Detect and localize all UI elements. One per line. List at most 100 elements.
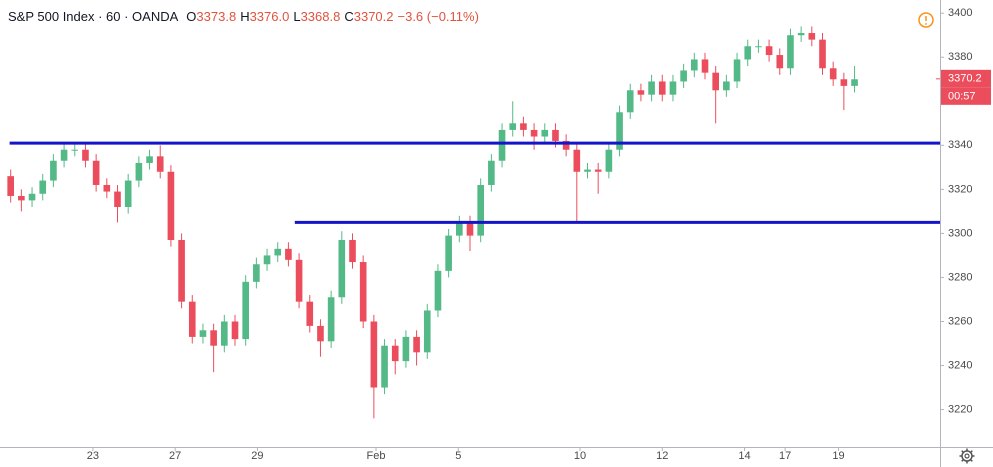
change: −3.6 (−0.11%) bbox=[398, 9, 479, 24]
candle-body bbox=[733, 59, 741, 82]
candle-body bbox=[434, 270, 442, 311]
candle-body bbox=[541, 129, 549, 137]
candle-body bbox=[349, 240, 356, 263]
candle-body bbox=[7, 176, 14, 196]
ohlc-value: 3370.2 bbox=[354, 9, 394, 24]
candle-body bbox=[60, 149, 68, 161]
y-tick-label: 3280 bbox=[948, 271, 972, 283]
candle-body bbox=[840, 79, 848, 86]
candle-body bbox=[755, 46, 762, 48]
candle-body bbox=[18, 195, 25, 201]
candle-body bbox=[146, 156, 153, 163]
candle-body bbox=[637, 90, 645, 95]
candle-body bbox=[306, 301, 314, 326]
candle-body bbox=[156, 156, 164, 172]
candle-body bbox=[605, 149, 613, 172]
candle-body bbox=[199, 330, 207, 337]
candle-body bbox=[391, 345, 399, 362]
candle-body bbox=[124, 180, 132, 207]
y-tick-label: 3260 bbox=[948, 315, 972, 327]
candle-body bbox=[669, 81, 677, 95]
candle-body bbox=[584, 169, 591, 172]
plot-area bbox=[7, 26, 940, 419]
candle-body bbox=[712, 72, 719, 91]
candle-body bbox=[188, 301, 196, 337]
last-price-label: 3370.2 bbox=[948, 73, 982, 85]
candle-body bbox=[851, 79, 858, 86]
ohlc-value: 3376.0 bbox=[250, 9, 290, 24]
countdown-label: 00:57 bbox=[948, 91, 976, 103]
candle-body bbox=[680, 70, 687, 82]
candle-body bbox=[530, 129, 538, 137]
candle-body bbox=[776, 55, 784, 69]
candle-body bbox=[691, 59, 698, 71]
ohlc-label: C bbox=[344, 9, 353, 24]
candle-body bbox=[92, 160, 100, 185]
x-tick-label: 29 bbox=[251, 450, 263, 462]
info-icon[interactable] bbox=[918, 12, 934, 28]
candle-body bbox=[723, 81, 730, 91]
candle-body bbox=[114, 191, 121, 207]
candle-body bbox=[253, 264, 260, 282]
x-tick-label: 5 bbox=[455, 450, 461, 462]
candle-body bbox=[829, 68, 837, 80]
x-tick-label: 23 bbox=[87, 450, 99, 462]
symbol: S&P 500 Index · 60 · OANDA bbox=[8, 9, 179, 24]
candle-body bbox=[327, 297, 335, 342]
candle-body bbox=[498, 129, 506, 161]
x-tick-label: Feb bbox=[367, 450, 386, 462]
candle-body bbox=[626, 90, 634, 113]
candle-body bbox=[413, 336, 420, 353]
y-tick-label: 3220 bbox=[948, 403, 972, 415]
candle-body bbox=[808, 33, 816, 40]
candle-body bbox=[317, 325, 324, 342]
x-tick-label: 27 bbox=[169, 450, 181, 462]
ohlc-value: 3373.8 bbox=[196, 9, 236, 24]
candle-body bbox=[423, 310, 431, 353]
candle-body bbox=[562, 140, 570, 150]
candle-body bbox=[210, 330, 217, 346]
candle-body bbox=[338, 240, 346, 298]
candle-body bbox=[402, 336, 410, 362]
candle-body bbox=[520, 123, 527, 130]
candle-body bbox=[797, 33, 805, 36]
candle-body bbox=[178, 240, 185, 302]
ohlc-value: 3368.8 bbox=[301, 9, 341, 24]
candle-body bbox=[658, 81, 666, 95]
ohlc-label: H bbox=[240, 9, 249, 24]
candle-body bbox=[221, 321, 228, 346]
candle-body bbox=[381, 345, 388, 388]
candle-body bbox=[466, 222, 474, 236]
candle-body bbox=[744, 46, 752, 60]
candle-body bbox=[28, 193, 36, 201]
candle-body bbox=[445, 235, 452, 271]
settings-icon[interactable] bbox=[959, 448, 975, 464]
y-tick-label: 3320 bbox=[948, 183, 972, 195]
y-tick-label: 3400 bbox=[948, 7, 972, 19]
ohlc-label: O bbox=[186, 9, 196, 24]
candle-body bbox=[787, 35, 794, 69]
candle-body bbox=[488, 160, 495, 185]
candle-body bbox=[648, 81, 655, 95]
candle-body bbox=[370, 321, 378, 388]
candle-body bbox=[82, 149, 89, 161]
candle-body bbox=[167, 171, 175, 241]
candle-body bbox=[39, 180, 47, 194]
x-tick-label: 14 bbox=[738, 450, 750, 462]
y-tick-label: 3300 bbox=[948, 227, 972, 239]
last-price-badge bbox=[941, 69, 991, 88]
candle-body bbox=[274, 248, 282, 256]
candle-body bbox=[594, 169, 602, 172]
y-tick-label: 3340 bbox=[948, 139, 972, 151]
candle-body bbox=[701, 59, 709, 73]
candle-body bbox=[509, 123, 517, 130]
candle-body bbox=[359, 262, 367, 322]
x-tick-label: 17 bbox=[779, 450, 791, 462]
candle-body bbox=[103, 184, 111, 192]
candle-body bbox=[242, 281, 249, 340]
y-tick-label: 3240 bbox=[948, 359, 972, 371]
countdown-badge bbox=[941, 87, 991, 105]
candle-body bbox=[477, 184, 484, 236]
